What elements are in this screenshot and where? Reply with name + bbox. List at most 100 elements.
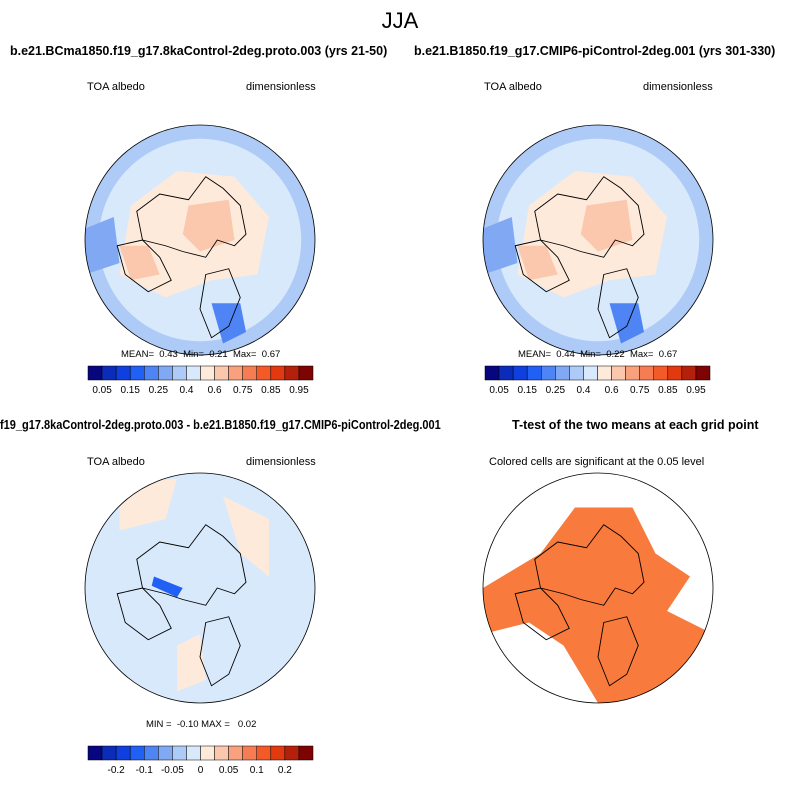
colorbar-abs-1: 0.05 0.15 0.25 0.4 0.6 0.75 0.85 0.95	[87, 365, 314, 396]
colorbar-tick-label: 0.2	[278, 765, 292, 776]
panel1-title: b.e21.BCma1850.f19_g17.8kaControl-2deg.p…	[10, 44, 388, 58]
map-panel-4	[482, 472, 714, 704]
map-fields	[483, 125, 713, 355]
colorbar-box	[228, 365, 243, 381]
mean-value: 0.44	[556, 349, 575, 360]
colorbar-box	[667, 365, 683, 381]
colorbar-tick-label: 0.95	[686, 385, 706, 396]
colorbar-box	[101, 365, 117, 381]
colorbar-box	[129, 745, 145, 761]
colorbar-box	[284, 745, 300, 761]
colorbar-box	[115, 365, 131, 381]
colorbar-tick-label: 0.85	[261, 385, 281, 396]
map-border	[482, 472, 714, 704]
mean-value: 0.43	[159, 349, 178, 360]
panel1-stats: MEAN= 0.43 Min= 0.21 Max= 0.67	[121, 349, 280, 360]
panel4-subtitle: Colored cells are significant at the 0.0…	[489, 456, 705, 468]
coastline	[116, 587, 172, 641]
colorbar-box	[681, 365, 697, 381]
colorbar-tick-label: 0.6	[208, 385, 222, 396]
panel1-right-label: dimensionless	[246, 81, 316, 93]
colorbar-box	[228, 745, 243, 761]
colorbar-tick-label: 0.85	[658, 385, 678, 396]
colorbar-box	[583, 365, 598, 381]
colorbar-tick-label: 0.6	[605, 385, 619, 396]
colorbar-tick-label: 0.75	[630, 385, 650, 396]
field-level	[223, 496, 269, 577]
coastline	[597, 616, 639, 687]
colorbar-box	[214, 745, 229, 761]
mean-label: MEAN=	[518, 349, 551, 360]
colorbar-box	[87, 745, 103, 761]
colorbar-box	[214, 365, 229, 381]
map-panel-2	[482, 124, 714, 356]
field-level	[580, 199, 633, 252]
colorbar-tick-label: 0.1	[250, 765, 264, 776]
colorbar-box	[200, 745, 215, 761]
significance-area	[483, 507, 713, 703]
colorbar-box	[498, 365, 514, 381]
colorbar-box	[200, 365, 215, 381]
colorbar-box	[270, 365, 286, 381]
map-fields	[85, 473, 315, 703]
map-panel-3	[84, 472, 316, 704]
coastline	[514, 239, 570, 293]
field-level	[609, 303, 644, 344]
colorbar-box	[158, 745, 173, 761]
field-level	[211, 303, 246, 344]
panel3-left-label: TOA albedo	[87, 456, 145, 468]
panel1-left-label: TOA albedo	[87, 81, 145, 93]
colorbar-box	[115, 745, 131, 761]
colorbar-tick-label: 0.25	[149, 385, 169, 396]
colorbar-box	[144, 745, 159, 761]
colorbar-tick-label: 0.25	[546, 385, 566, 396]
colorbar-box	[639, 365, 654, 381]
colorbar-box	[186, 365, 201, 381]
colorbar-box	[242, 365, 257, 381]
coastline	[514, 587, 570, 641]
panel3-stats: MIN = -0.10 MAX = 0.02	[146, 719, 257, 730]
coastline	[534, 524, 645, 606]
map-panel-1	[84, 124, 316, 356]
min-label: Min=	[580, 349, 601, 360]
coastline	[116, 239, 172, 293]
colorbar-box	[242, 745, 257, 761]
colorbar-tick-label: 0.95	[289, 385, 309, 396]
coastline	[534, 176, 645, 258]
min-value: 0.22	[606, 349, 625, 360]
colorbar-tick-label: 0.75	[233, 385, 253, 396]
colorbar-abs-2: 0.05 0.15 0.25 0.4 0.6 0.75 0.85 0.95	[484, 365, 711, 396]
coastline	[199, 268, 241, 339]
map-border	[84, 124, 316, 356]
max-label: Max=	[629, 349, 654, 360]
colorbar-box	[172, 745, 187, 761]
min-label: Min=	[183, 349, 204, 360]
colorbar-tick-label: 0.05	[92, 385, 112, 396]
colorbar-box	[569, 365, 584, 381]
max-value: 0.67	[261, 349, 281, 360]
colorbar-tick-label: 0.05	[489, 385, 509, 396]
colorbar-tick-label: 0.4	[179, 385, 193, 396]
colorbar-box	[256, 365, 272, 381]
mean-label: MEAN=	[121, 349, 154, 360]
colorbar-box	[172, 365, 187, 381]
coastline	[136, 524, 247, 606]
coastline	[199, 616, 241, 687]
colorbar-box	[298, 365, 314, 381]
colorbar-tick-label: 0.05	[219, 765, 239, 776]
colorbar-box	[625, 365, 640, 381]
colorbar-tick-label: 0.4	[576, 385, 590, 396]
field-level	[85, 217, 120, 275]
panel4-title: T-test of the two means at each grid poi…	[512, 418, 759, 432]
colorbar-tick-label: 0	[198, 765, 204, 776]
max-value: 0.67	[658, 349, 678, 360]
colorbar-box	[512, 365, 528, 381]
colorbar-box	[526, 365, 542, 381]
panel2-right-label: dimensionless	[643, 81, 713, 93]
colorbar-box	[555, 365, 570, 381]
colorbar-box	[158, 365, 173, 381]
colorbar-tick-label: -0.1	[136, 765, 154, 776]
colorbar-box	[597, 365, 612, 381]
colorbar-box	[87, 365, 103, 381]
map-fields	[85, 125, 315, 355]
